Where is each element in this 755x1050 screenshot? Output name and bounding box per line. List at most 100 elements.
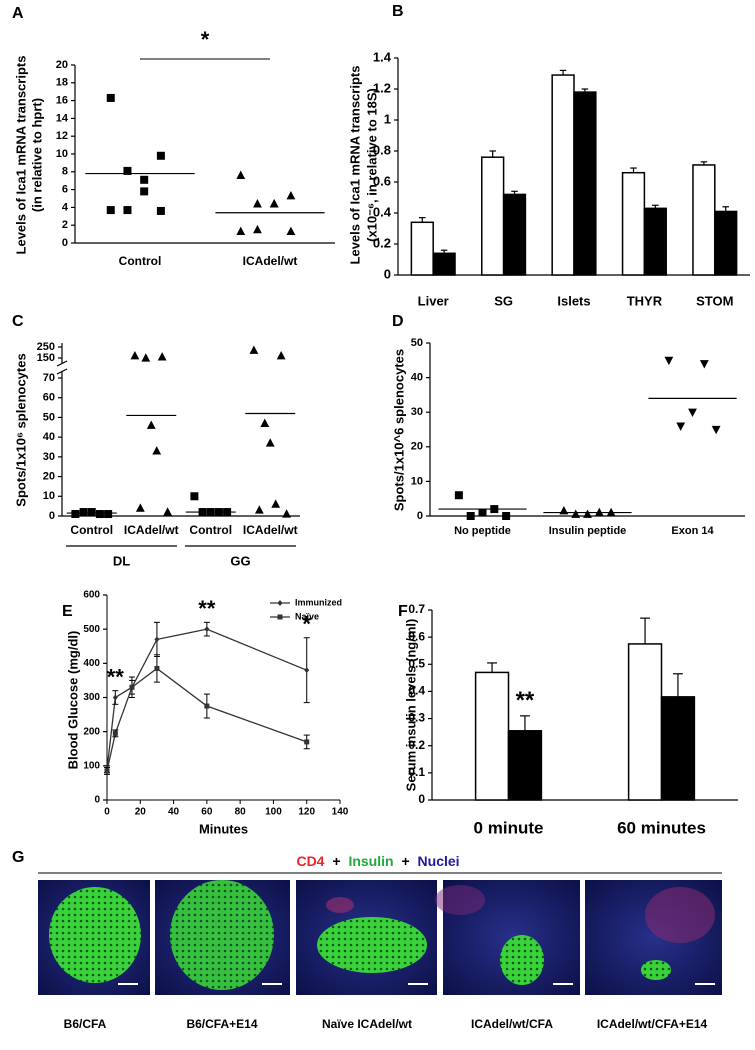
data-point [154, 665, 160, 671]
data-point [478, 508, 487, 517]
y-tick-label: 30 [411, 406, 423, 418]
y-tick-label: 0 [384, 266, 391, 281]
data-point [104, 510, 113, 519]
y-tick-label: 0.2 [373, 235, 391, 250]
y-tick-label: 70 [43, 372, 55, 384]
y-tick-label: 8 [62, 166, 68, 178]
y-tick-label: 1.2 [373, 80, 391, 95]
data-point [286, 226, 296, 236]
bar [432, 252, 456, 276]
data-point [95, 510, 104, 519]
y-tick-label: 0 [417, 510, 423, 522]
data-point [253, 199, 262, 208]
group-label: GG [230, 553, 250, 568]
data-point [304, 667, 310, 674]
bar [573, 91, 597, 276]
data-point [130, 351, 140, 360]
caption: Naïve ICAdel/wt [322, 1017, 412, 1031]
data-point [123, 166, 132, 175]
data-point [454, 491, 463, 500]
y-tick-label: 300 [83, 692, 100, 703]
data-point [466, 512, 475, 520]
x-tick-label: Exon 14 [671, 525, 714, 537]
data-point [141, 353, 151, 362]
panel-label: C [12, 313, 24, 330]
x-tick-label: No peptide [454, 525, 511, 537]
bar [507, 730, 543, 801]
infiltrate [645, 887, 715, 943]
bar [481, 156, 505, 276]
x-tick-label: ICAdel/wt [243, 523, 298, 537]
y-tick-label: 0.7 [408, 602, 425, 616]
data-point [236, 170, 246, 179]
islet [49, 887, 141, 983]
data-point [559, 506, 569, 515]
data-point [286, 191, 296, 200]
y-tick-label: 6 [62, 184, 68, 196]
islet [641, 960, 671, 980]
data-point [123, 206, 132, 215]
data-point [688, 408, 697, 417]
bar [714, 210, 738, 276]
data-point [190, 492, 199, 501]
x-axis-label: Minutes [199, 821, 248, 836]
y-axis-label: Serum insulin levels (ng/ml) [403, 619, 418, 792]
y-tick-label: 30 [43, 451, 55, 463]
y-tick-label: 0.3 [408, 711, 425, 725]
panel-label: F [398, 603, 408, 620]
annotation: * [302, 612, 311, 637]
x-tick-label: 60 [201, 807, 213, 818]
y-tick-label: 10 [56, 148, 68, 160]
y-tick-label: 10 [411, 475, 423, 487]
y-tick-label: 2 [62, 219, 68, 231]
y-tick-label: 4 [62, 201, 69, 213]
y-tick-label: 0.4 [373, 204, 392, 219]
micrographs [38, 872, 722, 995]
bar [551, 74, 575, 276]
data-point [282, 509, 292, 518]
y-tick-label: 14 [56, 112, 69, 124]
data-point [271, 499, 281, 508]
axis-break [56, 368, 68, 375]
data-point [276, 351, 286, 360]
x-tick-label: Control [70, 523, 113, 537]
group-label: DL [113, 553, 130, 568]
x-tick-label: STOM [696, 293, 733, 308]
y-tick-label: 150 [37, 352, 55, 364]
significance: * [201, 27, 210, 52]
islet [170, 880, 274, 990]
bar [660, 696, 696, 801]
y-tick-label: 50 [43, 411, 55, 423]
data-point [254, 505, 264, 514]
x-tick-label: ICAdel/wt [243, 254, 298, 268]
bar [643, 207, 667, 276]
panel-label: E [62, 603, 73, 620]
data-point [156, 151, 165, 160]
y-tick-label: 0.1 [408, 765, 425, 779]
y-tick-label: 1.4 [373, 49, 392, 64]
legend-marker [277, 600, 283, 606]
y-axis-label: Levels of Ica1 mRNA transcripts [13, 56, 28, 255]
plus: + [401, 853, 409, 869]
y-tick-label: 0.6 [408, 629, 425, 643]
annotation: ** [107, 664, 125, 689]
data-point [163, 507, 173, 516]
x-tick-label: Control [119, 254, 162, 268]
y-axis-label: Blood Glucose (mg/dl) [65, 631, 80, 770]
y-tick-label: 20 [411, 441, 423, 453]
x-tick-label: ICAdel/wt [124, 523, 179, 537]
y-tick-label: 10 [43, 490, 55, 502]
panel-label: B [392, 3, 404, 20]
bar [627, 643, 663, 801]
islet [317, 917, 427, 973]
x-tick-label: THYR [627, 293, 663, 308]
bar [692, 164, 716, 276]
stain: Nuclei [418, 853, 460, 869]
data-point [269, 199, 279, 208]
y-tick-label: 60 [43, 392, 55, 404]
stain: Insulin [348, 853, 393, 869]
data-point [140, 175, 149, 184]
data-point [146, 420, 156, 429]
y-tick-label: 0 [49, 510, 55, 522]
bar [410, 221, 434, 276]
